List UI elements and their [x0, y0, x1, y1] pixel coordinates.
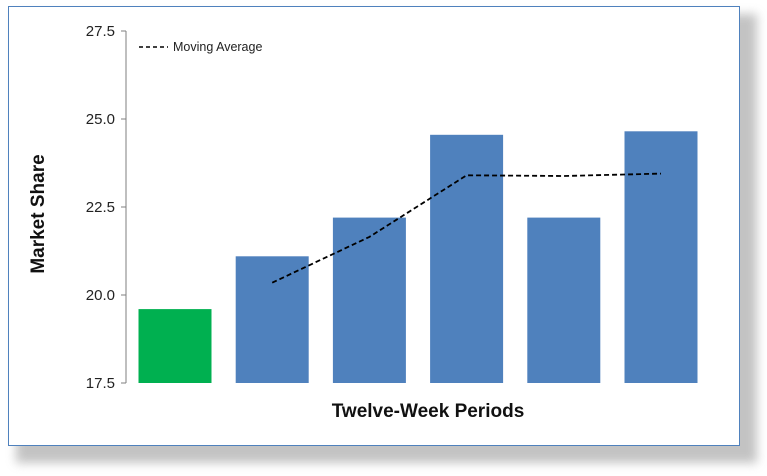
bar-1 — [138, 309, 212, 383]
legend: Moving Average — [139, 40, 262, 54]
x-axis-title: Twelve-Week Periods — [332, 401, 525, 422]
y-tick-label: 20.0 — [86, 287, 115, 304]
moving-average-line — [271, 172, 662, 284]
y-tick-label: 22.5 — [86, 199, 115, 216]
bar-2 — [235, 256, 309, 383]
y-tick-label: 17.5 — [86, 375, 115, 392]
bar-3 — [332, 217, 406, 383]
moving-average-layer — [271, 172, 662, 284]
bar-4 — [430, 134, 504, 383]
y-tick-labels: 17.5 20.0 22.5 25.0 27.5 — [86, 23, 126, 392]
bar-6 — [624, 131, 698, 383]
bar-5 — [527, 217, 601, 383]
y-tick-label: 25.0 — [86, 111, 115, 128]
bars-layer — [138, 131, 698, 383]
legend-label-moving-average: Moving Average — [173, 40, 262, 54]
y-axis-title: Market Share — [28, 154, 49, 273]
y-tick-label: 27.5 — [86, 23, 115, 40]
